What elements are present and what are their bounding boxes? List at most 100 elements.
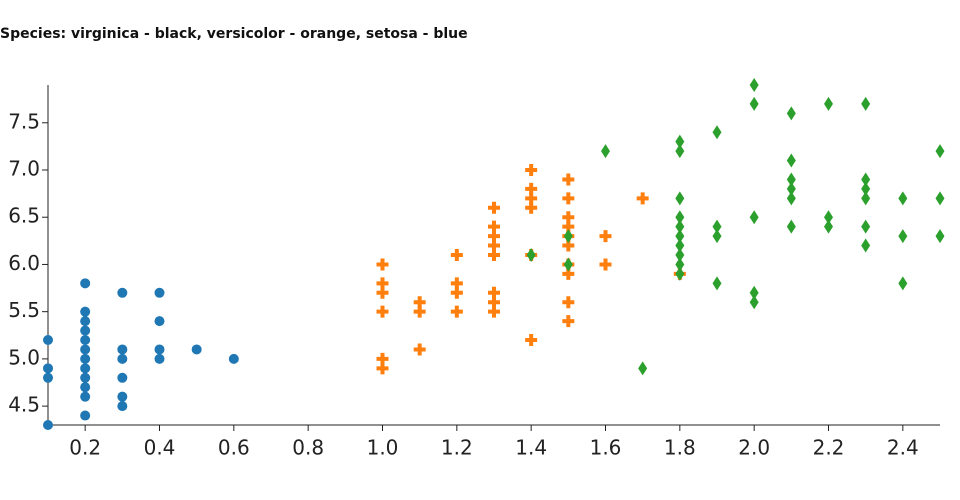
- point: [117, 287, 128, 298]
- point: [43, 372, 53, 383]
- point: [450, 277, 463, 290]
- x-tick-label: 1.6: [590, 436, 622, 460]
- point: [154, 353, 165, 364]
- point: [562, 239, 575, 252]
- point: [526, 248, 536, 262]
- point: [80, 372, 91, 383]
- point: [43, 420, 53, 430]
- x-tick-label: 2.4: [887, 436, 919, 460]
- point: [712, 229, 722, 244]
- x-tick-label: 2.0: [738, 436, 770, 460]
- x-tick-label: 0.8: [292, 436, 324, 460]
- point: [80, 363, 91, 374]
- point: [80, 391, 91, 402]
- point: [525, 182, 538, 195]
- point: [786, 153, 796, 168]
- point: [525, 334, 538, 346]
- point: [562, 192, 575, 205]
- point: [117, 372, 128, 383]
- point: [450, 249, 463, 261]
- x-tick-label: 0.4: [144, 436, 176, 460]
- point: [675, 144, 685, 159]
- point: [861, 219, 871, 234]
- point: [80, 306, 91, 317]
- point: [488, 296, 500, 309]
- point: [43, 363, 53, 374]
- x-tick-label: 0.2: [69, 436, 101, 460]
- point: [675, 219, 685, 234]
- point: [488, 305, 500, 318]
- point: [488, 239, 500, 252]
- point: [786, 181, 796, 196]
- point: [525, 201, 538, 214]
- point: [638, 361, 648, 376]
- point: [562, 220, 575, 233]
- point: [80, 316, 91, 327]
- point: [935, 144, 945, 159]
- point: [712, 276, 722, 291]
- point: [488, 249, 500, 261]
- point: [562, 315, 575, 328]
- point: [712, 219, 722, 234]
- x-tick-label: 0.6: [218, 436, 250, 460]
- point: [488, 286, 500, 299]
- point: [599, 230, 612, 243]
- x-tick-label: 1.2: [441, 436, 473, 460]
- point: [675, 229, 685, 244]
- point: [563, 257, 573, 272]
- point: [376, 286, 389, 299]
- y-tick-label: 7.0: [8, 157, 40, 181]
- point: [450, 286, 463, 299]
- point: [749, 78, 759, 92]
- point: [563, 229, 573, 244]
- point: [117, 344, 128, 355]
- point: [117, 401, 128, 412]
- point: [898, 276, 908, 291]
- point: [786, 219, 796, 234]
- point: [80, 353, 91, 364]
- y-tick-label: 5.0: [8, 345, 40, 369]
- y-tick-label: 4.5: [8, 393, 40, 417]
- point: [117, 391, 128, 402]
- point: [861, 172, 871, 187]
- point: [601, 144, 610, 159]
- point: [824, 96, 833, 111]
- point: [712, 125, 722, 140]
- x-tick-label: 1.4: [515, 436, 547, 460]
- point: [228, 353, 239, 364]
- point: [786, 191, 796, 206]
- chart-title: Species: virginica - black, versicolor -…: [0, 26, 468, 42]
- point: [525, 192, 538, 205]
- point: [154, 344, 165, 355]
- point: [191, 344, 202, 355]
- point: [525, 164, 538, 176]
- point: [898, 191, 908, 206]
- point: [376, 352, 389, 365]
- point: [675, 191, 685, 206]
- point: [675, 266, 685, 281]
- point: [488, 220, 500, 233]
- point: [488, 201, 500, 214]
- y-tick-label: 7.5: [8, 109, 40, 133]
- point: [749, 210, 759, 225]
- x-tick-label: 2.2: [813, 436, 845, 460]
- point: [80, 325, 91, 336]
- point: [861, 181, 871, 196]
- point: [675, 257, 685, 272]
- point: [562, 173, 575, 186]
- point: [861, 238, 871, 253]
- point: [749, 295, 759, 310]
- point: [675, 210, 685, 225]
- point: [675, 238, 685, 253]
- point: [80, 278, 91, 289]
- point: [562, 211, 575, 224]
- point: [376, 362, 389, 375]
- point: [413, 343, 426, 356]
- point: [80, 344, 91, 355]
- point: [413, 296, 426, 309]
- y-tick-label: 6.5: [8, 204, 40, 228]
- point: [562, 296, 575, 309]
- point: [450, 305, 463, 318]
